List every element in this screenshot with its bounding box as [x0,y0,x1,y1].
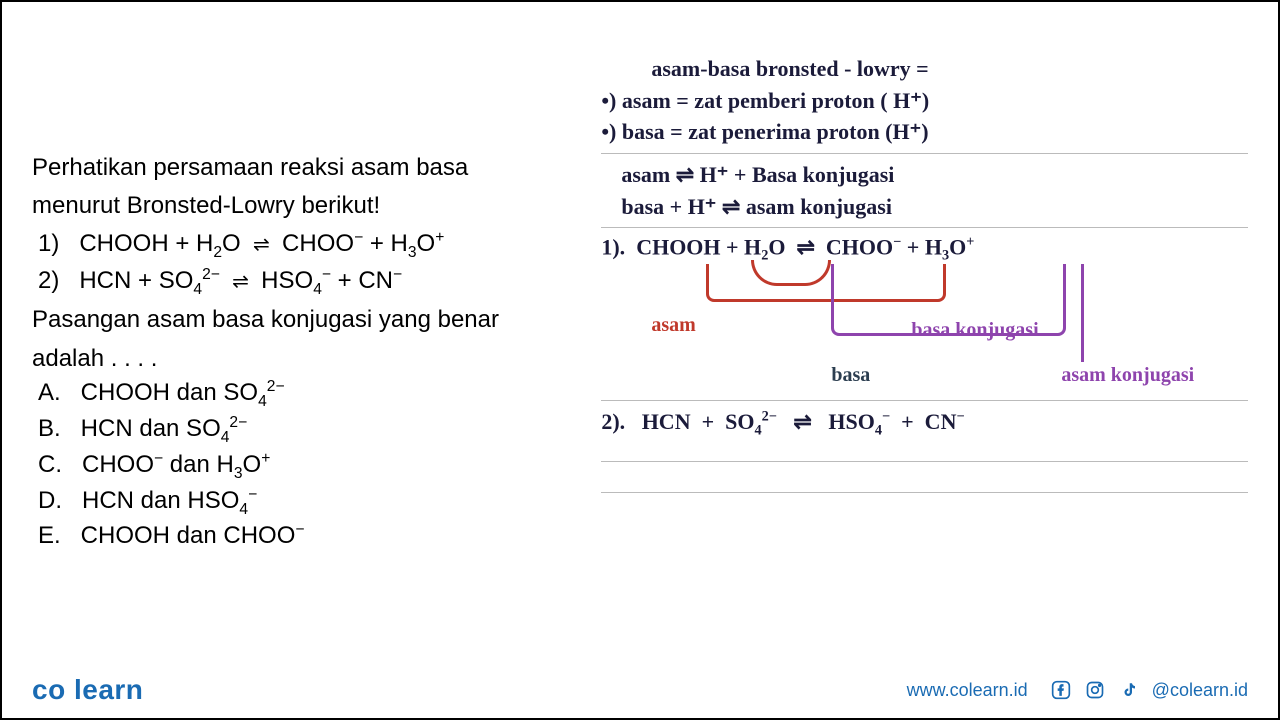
footer-right: www.colearn.id @colearn.id [907,679,1248,701]
footer-handle: @colearn.id [1152,680,1248,701]
label-basa: basa [831,364,870,387]
rule-divider-4 [601,461,1248,462]
question-title-1: Perhatikan persamaan reaksi asam basa [32,152,581,184]
label-asam: asam [651,314,695,337]
footer-bar: co learn www.colearn.id @colearn.id [2,662,1278,718]
option-e: E. CHOOH dan CHOO− [38,521,581,550]
hw-header: asam-basa bronsted - lowry = [601,54,1248,84]
label-asam-konjugasi: asam konjugasi [1061,364,1194,387]
rule-divider-5 [601,492,1248,493]
asam-konj-line [1081,264,1084,362]
rule-divider-2 [601,227,1248,228]
solution-panel: asam-basa bronsted - lowry = •) asam = z… [591,22,1248,642]
diagram-1: 1). CHOOH + H2O ⇌ CHOO− + H3O+ asam basa… [601,234,1248,394]
footer-url: www.colearn.id [907,680,1028,701]
logo-text: co learn [32,674,143,705]
question-panel: Perhatikan persamaan reaksi asam basa me… [32,22,591,642]
option-c: C. CHOO− dan H3O+ [38,450,581,483]
option-b: B. HCN dan SO42− [38,414,581,447]
equation-1: 1) CHOOH + H2O ⇌ CHOO− + H3O+ [38,229,581,262]
question-prompt-2: adalah . . . . [32,343,581,375]
logo: co learn [32,674,143,706]
rule-divider-3 [601,400,1248,401]
hw-def-basa: •) basa = zat penerima proton (H⁺) [601,117,1248,147]
hw-def-asam: •) asam = zat pemberi proton ( H⁺) [601,86,1248,116]
instagram-icon [1084,679,1106,701]
sol2-equation: 2). HCN + SO42− ⇌ HSO4− + CN− [601,407,1248,441]
option-a: A. CHOOH dan SO42− [38,378,581,411]
rule-divider-1 [601,153,1248,154]
label-basa-konjugasi: basa konjugasi [911,319,1038,342]
hw-rule-1: asam ⇌ H⁺ + Basa konjugasi [601,160,1248,190]
facebook-icon [1050,679,1072,701]
hw-rule-2: basa + H⁺ ⇌ asam konjugasi [601,192,1248,222]
equation-2: 2) HCN + SO42− ⇌ HSO4− + CN− [38,266,581,299]
option-d: D. HCN dan HSO4− [38,486,581,519]
question-title-2: menurut Bronsted-Lowry berikut! [32,190,581,222]
tiktok-icon [1118,679,1140,701]
question-prompt-1: Pasangan asam basa konjugasi yang benar [32,304,581,336]
main-content: Perhatikan persamaan reaksi asam basa me… [2,2,1278,642]
